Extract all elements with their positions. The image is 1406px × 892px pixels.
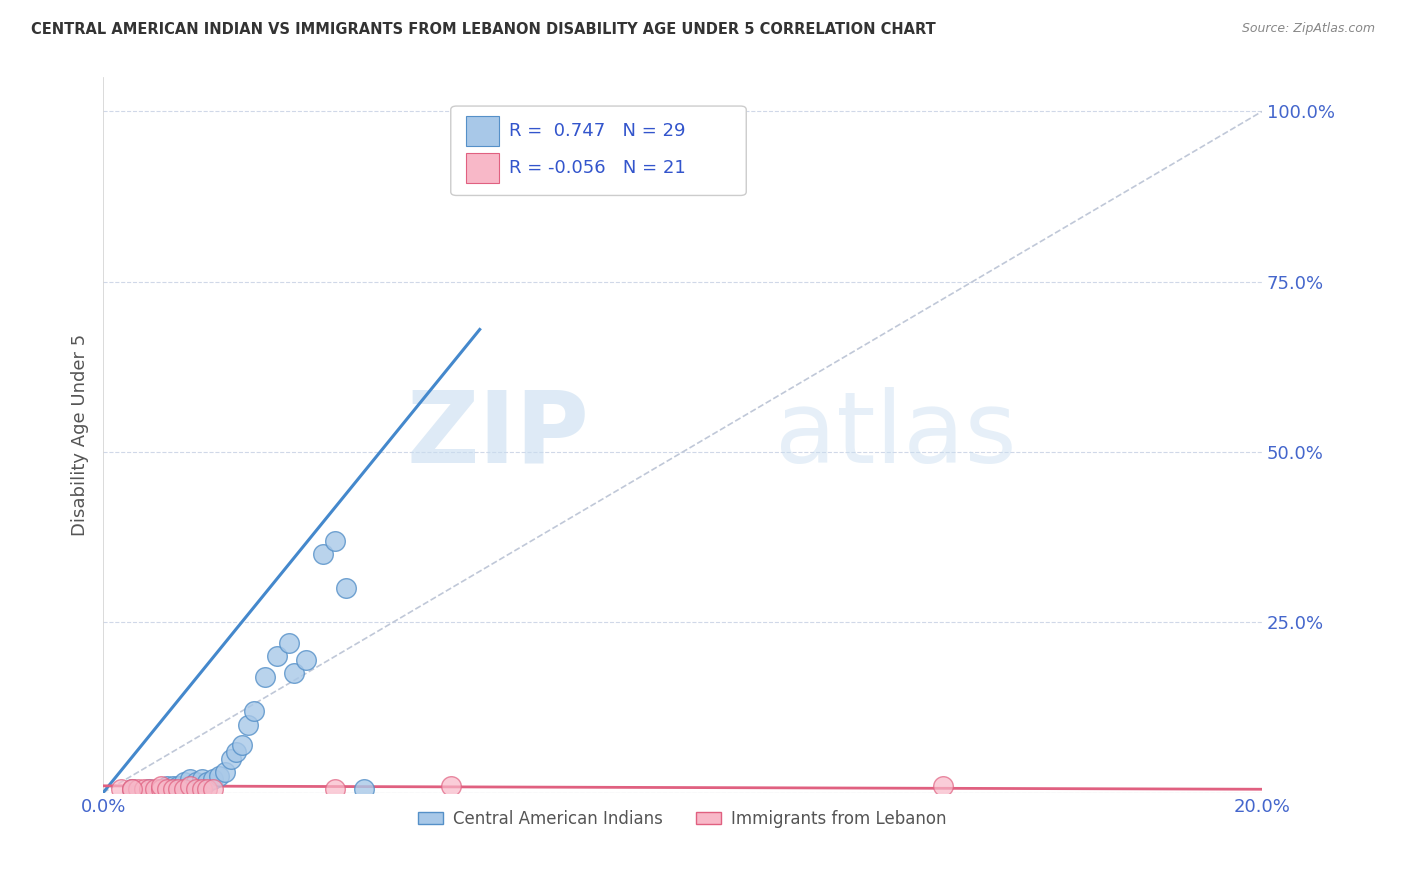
Point xyxy=(932,779,955,793)
Point xyxy=(190,782,212,797)
Point xyxy=(173,782,195,797)
Point xyxy=(121,782,143,797)
Point xyxy=(231,738,253,752)
Point xyxy=(179,779,201,793)
Point xyxy=(323,782,346,797)
Point xyxy=(225,745,247,759)
Point xyxy=(121,782,143,797)
Point xyxy=(138,782,160,797)
Point xyxy=(150,779,173,793)
Point xyxy=(440,779,463,793)
Point xyxy=(295,653,318,667)
Y-axis label: Disability Age Under 5: Disability Age Under 5 xyxy=(72,334,89,536)
Text: ZIP: ZIP xyxy=(406,386,589,483)
Text: R =  0.747   N = 29: R = 0.747 N = 29 xyxy=(509,122,685,140)
Point xyxy=(179,779,201,793)
Point xyxy=(184,782,207,797)
Point xyxy=(173,775,195,789)
Point xyxy=(127,782,149,797)
Point xyxy=(335,582,357,596)
FancyBboxPatch shape xyxy=(465,153,499,183)
Point xyxy=(312,547,335,561)
Point xyxy=(167,779,190,793)
Point xyxy=(323,533,346,548)
Point xyxy=(283,666,305,681)
Point xyxy=(162,779,184,793)
Point xyxy=(214,765,236,780)
Point xyxy=(219,751,242,765)
Point xyxy=(121,782,143,797)
Text: Source: ZipAtlas.com: Source: ZipAtlas.com xyxy=(1241,22,1375,36)
Point xyxy=(208,769,231,783)
Legend: Central American Indians, Immigrants from Lebanon: Central American Indians, Immigrants fro… xyxy=(412,803,953,834)
Point xyxy=(197,782,219,797)
Point xyxy=(179,772,201,786)
Text: R = -0.056   N = 21: R = -0.056 N = 21 xyxy=(509,160,686,178)
Point xyxy=(156,779,179,793)
Point xyxy=(143,782,166,797)
Point xyxy=(132,782,155,797)
Point xyxy=(138,782,160,797)
Point xyxy=(254,670,277,684)
Text: CENTRAL AMERICAN INDIAN VS IMMIGRANTS FROM LEBANON DISABILITY AGE UNDER 5 CORREL: CENTRAL AMERICAN INDIAN VS IMMIGRANTS FR… xyxy=(31,22,935,37)
Point xyxy=(353,782,375,797)
Point xyxy=(190,772,212,786)
Text: atlas: atlas xyxy=(775,386,1017,483)
Point xyxy=(266,649,288,664)
Point xyxy=(110,782,132,797)
Point xyxy=(202,772,225,786)
FancyBboxPatch shape xyxy=(465,116,499,146)
Point xyxy=(197,775,219,789)
Point xyxy=(150,782,173,797)
Point xyxy=(202,782,225,797)
Point xyxy=(167,782,190,797)
Point xyxy=(277,636,299,650)
Point xyxy=(184,775,207,789)
FancyBboxPatch shape xyxy=(451,106,747,195)
Point xyxy=(156,782,179,797)
Point xyxy=(242,704,264,718)
Point xyxy=(162,782,184,797)
Point xyxy=(236,717,259,731)
Point xyxy=(150,782,173,797)
